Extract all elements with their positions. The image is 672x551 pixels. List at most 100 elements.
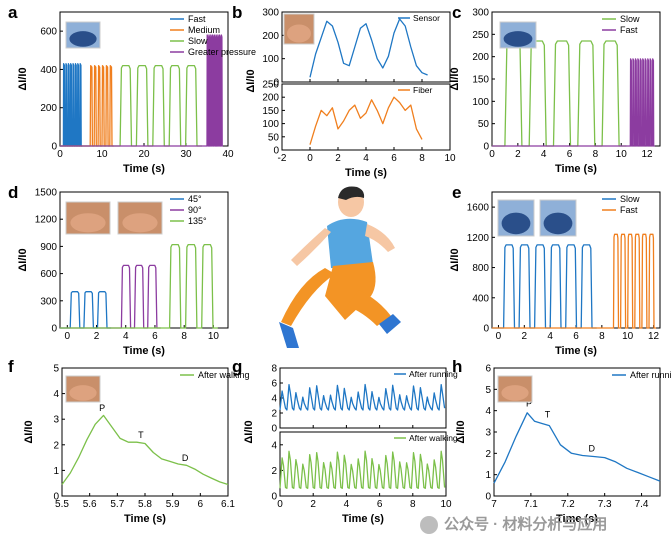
- wechat-icon: [420, 516, 438, 535]
- x-axis-label: Time (s): [123, 345, 165, 357]
- y-axis-label: ΔI/I0: [243, 420, 255, 443]
- y-tick-label: 100: [262, 54, 279, 65]
- y-tick-label: 400: [40, 65, 57, 76]
- x-axis-label: Time (s): [555, 345, 597, 357]
- x-tick-label: 12: [648, 331, 660, 342]
- x-tick-label: 0: [307, 153, 313, 164]
- legend-label: 135°: [188, 216, 207, 226]
- panel-label-b: b: [232, 3, 242, 22]
- inset-photo-hand-detail: [69, 31, 97, 47]
- y-tick-label: 0: [485, 492, 491, 503]
- inset-photo-wrist-detail: [501, 385, 529, 401]
- legend-label: Slow: [188, 36, 208, 46]
- chart-f: 5.5 5.6 5.7 5.8 5.9 6 6.1 0 1 2 3 4 5 P T D After walkin…: [23, 364, 250, 526]
- x-axis-label: Time (s): [556, 513, 598, 525]
- x-tick-label: 6: [377, 499, 383, 510]
- y-tick-label: 600: [40, 27, 57, 38]
- legend-label: Fast: [188, 14, 206, 24]
- y-axis-label: ΔI/I0: [23, 420, 35, 443]
- legend-label: After running: [630, 370, 672, 380]
- legend-label: Greater pressure: [188, 47, 256, 57]
- legend-label: Fiber: [413, 85, 433, 95]
- series-line-sensor: [309, 18, 428, 78]
- x-tick-label: 2: [515, 149, 521, 160]
- x-tick-label: 4: [541, 149, 547, 160]
- x-tick-label: 8: [181, 331, 187, 342]
- inset-photo-knee-2-detail: [122, 213, 158, 233]
- chart-h: 7 7.1 7.2 7.3 7.4 0 1 2 3 4 5 6 P T D After running ΔI/I…: [455, 364, 672, 526]
- x-tick-label: 0: [496, 331, 502, 342]
- panel-label-c: c: [452, 3, 461, 22]
- panel-label-e: e: [452, 183, 461, 202]
- running-person-icon: [279, 186, 401, 348]
- y-tick-label: 1: [485, 470, 491, 481]
- series-line-45-: [60, 291, 112, 329]
- x-tick-label: 4: [363, 153, 369, 164]
- y-tick-label: 200: [472, 52, 489, 63]
- legend-label: Fast: [620, 25, 638, 35]
- y-axis-label: ΔI/I0: [449, 67, 461, 90]
- chart-d: 0 2 4 6 8 10 0 300 600 900 1200 1500 45°90°135° ΔI/I0…: [17, 188, 229, 357]
- y-tick-label: 2: [485, 449, 491, 460]
- y-tick-label: 5: [485, 385, 491, 396]
- legend-label: Medium: [188, 25, 220, 35]
- y-tick-label: 300: [262, 8, 279, 19]
- y-axis-label: ΔI/I0: [17, 67, 29, 90]
- y-tick-label: 250: [472, 30, 489, 41]
- y-tick-label: 0: [51, 324, 57, 335]
- y-tick-label: 300: [472, 8, 489, 19]
- x-tick-label: 2: [335, 153, 341, 164]
- y-tick-label: 0: [483, 142, 489, 153]
- x-tick-label: 5.9: [166, 499, 180, 510]
- x-axis-label: Time (s): [345, 167, 387, 179]
- y-tick-label: 0: [53, 492, 59, 503]
- x-tick-label: 8: [419, 153, 425, 164]
- x-tick-label: 0: [489, 149, 495, 160]
- y-tick-label: 100: [472, 97, 489, 108]
- inset-photo-standing-detail: [543, 212, 573, 235]
- x-tick-label: 5.5: [55, 499, 69, 510]
- panel-label-f: f: [8, 357, 14, 376]
- series-line-after-walking: [61, 414, 229, 486]
- x-tick-label: 0: [57, 149, 63, 160]
- inset-photo-wrist-detail: [69, 385, 97, 401]
- x-tick-label: 2: [310, 499, 316, 510]
- y-tick-label: 3: [485, 428, 491, 439]
- x-tick-label: 6: [567, 149, 573, 160]
- series-line-after-running: [493, 412, 661, 484]
- annotation-P: P: [99, 403, 105, 413]
- legend-label: After running: [409, 369, 458, 379]
- series-line-greater-pressure: [60, 34, 223, 147]
- panel-label-a: a: [8, 3, 18, 22]
- y-axis-label: ΔI/I0: [17, 248, 29, 271]
- x-tick-label: 7.2: [561, 499, 575, 510]
- series-line-fast: [492, 58, 655, 147]
- x-tick-label: 8: [593, 149, 599, 160]
- y-tick-label: 4: [271, 394, 277, 405]
- x-axis-label: Time (s): [124, 513, 166, 525]
- x-axis-label: Time (s): [123, 163, 165, 175]
- x-tick-label: 5.8: [138, 499, 152, 510]
- y-tick-label: 6: [271, 379, 277, 390]
- x-tick-label: 20: [138, 149, 150, 160]
- chart-g: 0 2 4 6 8 After running 0 2 4 6 8 10 0 2 4 After walkin…: [243, 364, 458, 526]
- y-axis-label: ΔI/I0: [449, 248, 461, 271]
- x-tick-label: 10: [616, 149, 628, 160]
- x-tick-label: 10: [440, 499, 452, 510]
- x-tick-label: 10: [444, 153, 456, 164]
- y-tick-label: 50: [268, 132, 280, 143]
- y-tick-label: 4: [271, 440, 277, 451]
- series-line-90-: [60, 264, 161, 329]
- annotation-T: T: [545, 409, 551, 419]
- x-tick-label: 6.1: [221, 499, 235, 510]
- series-line-slow: [492, 40, 627, 147]
- y-tick-label: 0: [273, 146, 279, 157]
- y-tick-label: 200: [262, 93, 279, 104]
- series-line-after-walking: [279, 450, 446, 489]
- x-tick-label: 7: [491, 499, 497, 510]
- y-tick-label: 800: [472, 263, 489, 274]
- inset-photo-knee-1-detail: [70, 213, 106, 233]
- x-tick-label: -2: [278, 153, 287, 164]
- y-tick-label: 400: [472, 293, 489, 304]
